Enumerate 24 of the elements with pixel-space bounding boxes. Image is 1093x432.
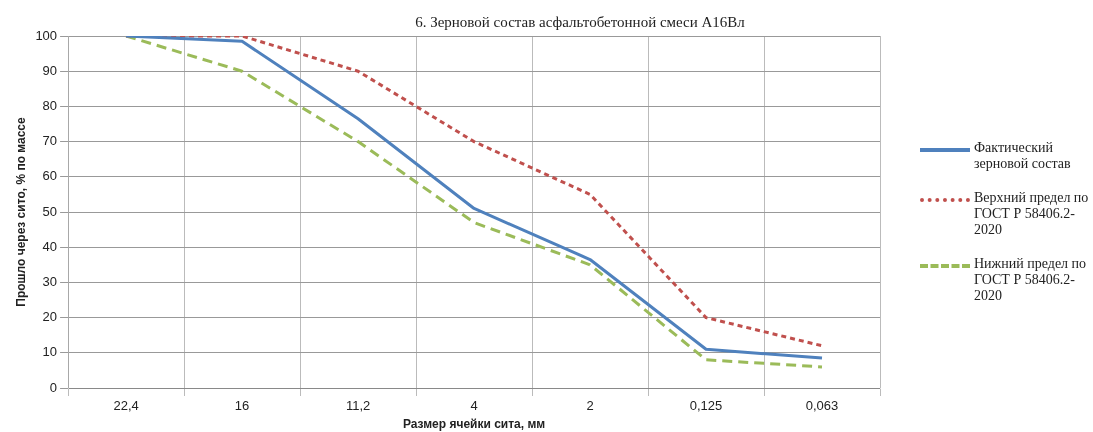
legend-label: Нижний предел по ГОСТ Р 58406.2-2020: [974, 256, 1088, 304]
y-tick-label: 90: [42, 62, 58, 78]
y-tick-label: 70: [42, 133, 58, 149]
legend-label: Фактический зерновой состав: [974, 140, 1072, 172]
y-tick-label: 100: [35, 27, 58, 43]
x-tick-label: 0,063: [805, 398, 839, 414]
x-tick-label: 16: [234, 398, 250, 414]
x-tick-label: 22,4: [113, 398, 139, 414]
chart-title: 6. Зерновой состав асфальтобетонной смеси А16Вл: [414, 14, 746, 31]
y-tick-label: 60: [42, 168, 58, 184]
y-tick-label: 40: [42, 238, 58, 254]
y-axis-title: Прошло через сито, % по массе: [13, 116, 28, 307]
y-tick-label: 80: [42, 97, 58, 113]
y-tick-label: 10: [42, 344, 58, 360]
y-tick-label: 50: [42, 203, 58, 219]
x-tick-label: 2: [586, 398, 594, 414]
y-tick-label: 30: [42, 273, 58, 289]
legend-label: Верхний предел по ГОСТ Р 58406.2-2020: [974, 190, 1090, 238]
y-tick-label: 20: [42, 309, 58, 325]
y-tick-label: 0: [49, 379, 58, 395]
x-axis-title: Размер ячейки сита, мм: [402, 417, 546, 432]
x-tick-label: 4: [470, 398, 478, 414]
x-tick-label: 0,125: [689, 398, 723, 414]
x-tick-label: 11,2: [345, 398, 371, 414]
